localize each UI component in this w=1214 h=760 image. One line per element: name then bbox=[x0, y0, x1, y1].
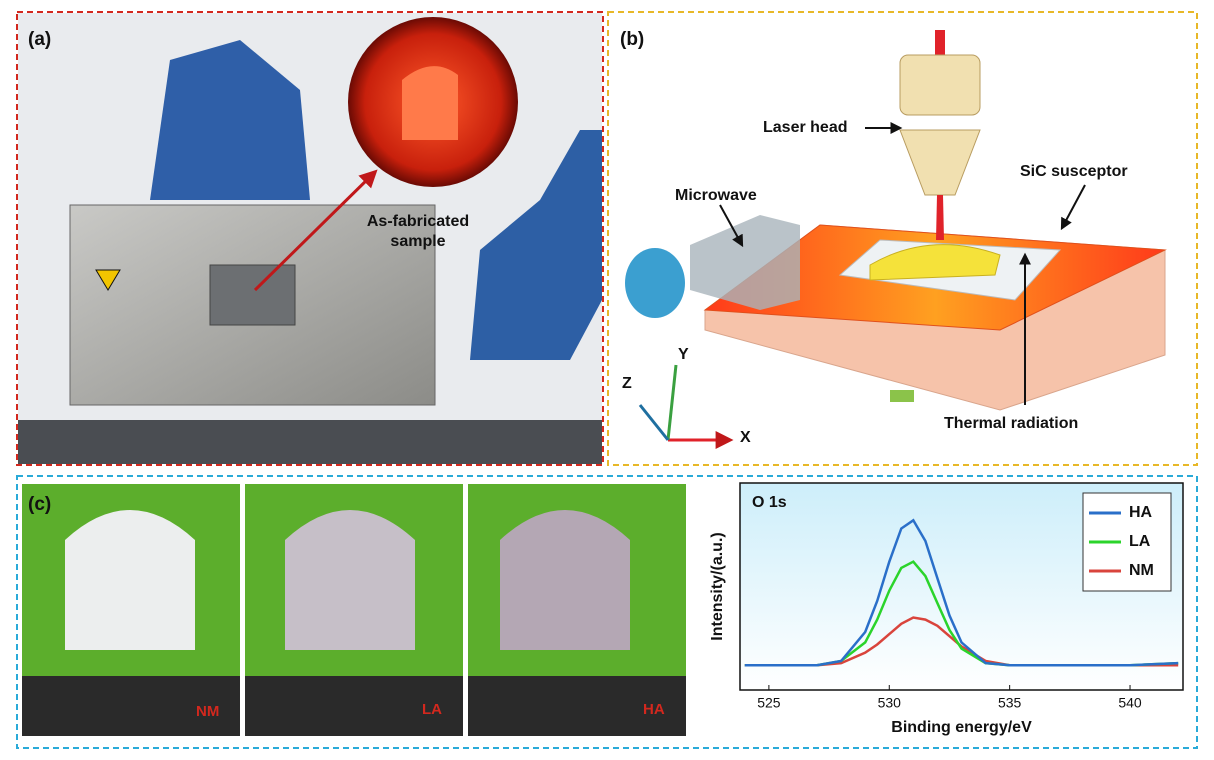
panel-label: (b) bbox=[620, 29, 644, 50]
robot-arm bbox=[150, 40, 310, 200]
photo bbox=[468, 484, 686, 736]
legend-label: HA bbox=[1129, 504, 1153, 521]
panel-label: (a) bbox=[28, 29, 51, 50]
photo bbox=[245, 484, 463, 736]
sample-tag: HA bbox=[643, 701, 665, 718]
table bbox=[18, 420, 602, 464]
sample-tag: LA bbox=[422, 701, 442, 718]
axes-box bbox=[739, 482, 1184, 691]
panel-b: (b) Laser head Microwave SiC susceptor T… bbox=[607, 11, 1198, 466]
axis-name: Y bbox=[678, 346, 689, 363]
x-tick-label: 540 bbox=[1118, 695, 1142, 711]
x-tick-label: 530 bbox=[878, 695, 902, 711]
y-axis-label: Intensity/(a.u.) bbox=[709, 532, 726, 640]
panel-a: (a) As-fabricated sample bbox=[16, 11, 604, 466]
axis-name: Z bbox=[622, 375, 632, 392]
annotation: Microwave bbox=[675, 187, 757, 204]
nozzle bbox=[899, 129, 981, 196]
arrow bbox=[1060, 184, 1086, 231]
sample-tag: NM bbox=[196, 703, 219, 720]
microwave-source bbox=[625, 248, 685, 318]
x-tick-label: 525 bbox=[757, 695, 781, 711]
arrow bbox=[253, 169, 378, 292]
annotation: SiC susceptor bbox=[1020, 163, 1128, 180]
legend-label: NM bbox=[1129, 562, 1154, 579]
annotation: Thermal radiation bbox=[944, 415, 1078, 432]
panel-border bbox=[16, 11, 604, 466]
laser-head bbox=[899, 54, 981, 116]
annotation: As-fabricated bbox=[367, 213, 469, 230]
laser-beam bbox=[936, 195, 944, 240]
xps-chart: 525 530 535 540 O 1s Binding energy/eV Intensi… bbox=[709, 482, 1184, 736]
window bbox=[209, 264, 296, 326]
panel-border bbox=[16, 475, 1198, 749]
chart-title: O 1s bbox=[752, 494, 787, 511]
arrow bbox=[719, 204, 744, 248]
photo bbox=[22, 484, 240, 736]
line bbox=[744, 518, 1179, 667]
warning-sign bbox=[95, 269, 121, 291]
deposit bbox=[869, 244, 1001, 281]
robot-arm bbox=[470, 130, 602, 360]
legend bbox=[1082, 492, 1172, 592]
annotation: sample bbox=[390, 233, 445, 250]
laser-beam bbox=[935, 30, 945, 60]
x-axis-label: Binding energy/eV bbox=[891, 719, 1032, 736]
x-tick-label: 535 bbox=[998, 695, 1022, 711]
panel-label: (c) bbox=[28, 494, 51, 515]
waveguide bbox=[690, 215, 800, 310]
panel-border bbox=[607, 11, 1198, 466]
pin bbox=[890, 390, 914, 402]
sample bbox=[402, 66, 458, 140]
axis-z bbox=[638, 404, 670, 441]
annotation: Laser head bbox=[763, 119, 847, 136]
legend-label: LA bbox=[1129, 533, 1151, 550]
axis-name: X bbox=[740, 429, 751, 446]
axis-y bbox=[666, 364, 678, 441]
